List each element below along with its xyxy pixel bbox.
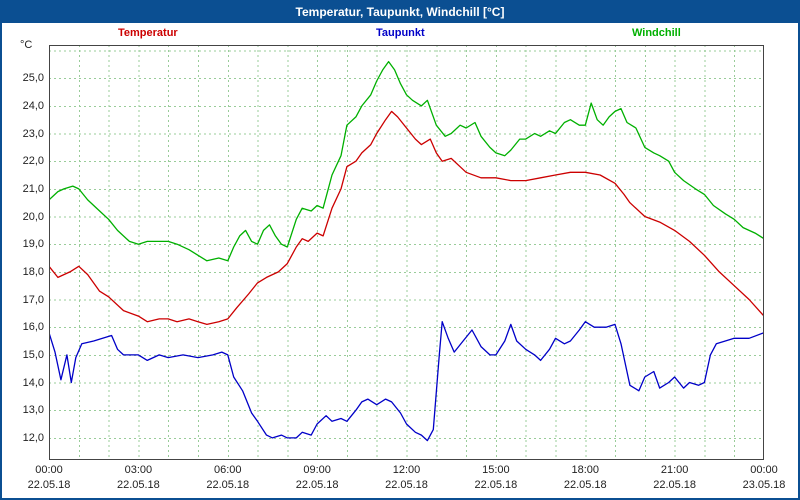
plot-border <box>49 45 764 460</box>
legend-windchill: Windchill <box>632 27 681 39</box>
x-tick-time-label: 18:00 <box>571 464 600 476</box>
x-tick-time-label: 00:00 <box>750 464 778 476</box>
y-tick-label: 17,0 <box>22 293 44 306</box>
y-axis-unit-label: °C <box>20 39 33 51</box>
x-tick-date-label: 22.05.18 <box>474 479 518 491</box>
chart-area: Temperatur Taupunkt Windchill °C 25,0 24,… <box>2 23 798 498</box>
legend-taupunkt: Taupunkt <box>376 27 425 39</box>
series-line-taupunkt <box>49 321 764 442</box>
x-tick-date-label: 22.05.18 <box>295 479 339 491</box>
series-line-windchill <box>49 60 764 262</box>
x-tick-date-label: 22.05.18 <box>385 479 428 491</box>
chart-plot <box>49 45 764 460</box>
gridlines <box>49 45 764 460</box>
y-tick-label: 23,0 <box>22 127 44 140</box>
y-tick-label: 16,0 <box>22 321 44 334</box>
x-tick-date-label: 22.05.18 <box>116 479 160 491</box>
x-tick-date-label: 22.05.18 <box>653 479 697 491</box>
x-tick-time-label: 03:00 <box>124 464 153 476</box>
window-title: Temperatur, Taupunkt, Windchill [°C] <box>2 2 798 23</box>
x-tick-date-label: 22.05.18 <box>563 479 607 491</box>
y-tick-label: 20,0 <box>22 210 44 223</box>
x-tick-date-label: 23.05.18 <box>742 479 786 491</box>
x-tick-time-label: 09:00 <box>303 464 331 476</box>
y-tick-label: 24,0 <box>22 99 44 112</box>
legend-temperatur: Temperatur <box>118 27 178 39</box>
x-tick-time-label: 15:00 <box>482 464 510 476</box>
y-tick-label: 22,0 <box>22 155 44 168</box>
y-tick-label: 25,0 <box>22 72 44 85</box>
y-tick-label: 18,0 <box>22 265 44 278</box>
y-tick-label: 12,0 <box>22 431 44 444</box>
y-tick-label: 13,0 <box>22 404 44 417</box>
x-tick-time-label: 00:00 <box>35 464 63 476</box>
x-tick-time-label: 12:00 <box>392 464 421 476</box>
x-tick-time-label: 21:00 <box>660 464 689 476</box>
series-line-temperatur <box>49 110 764 326</box>
x-tick-date-label: 22.05.18 <box>206 479 250 491</box>
y-tick-label: 14,0 <box>22 376 44 389</box>
x-tick-date-label: 22.05.18 <box>27 479 71 491</box>
y-tick-label: 15,0 <box>22 348 44 361</box>
y-tick-label: 19,0 <box>22 238 44 251</box>
y-tick-label: 21,0 <box>22 182 44 195</box>
x-tick-time-label: 06:00 <box>213 464 242 476</box>
